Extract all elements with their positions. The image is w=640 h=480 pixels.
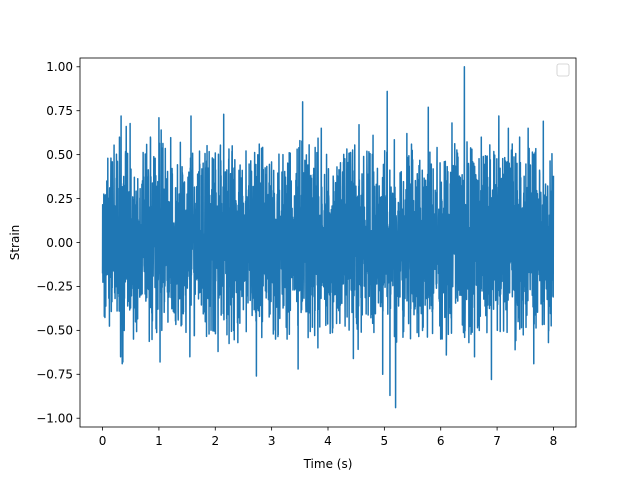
x-axis: 0 1 2 3 4 5 6 7 8 xyxy=(99,427,558,448)
x-tick-label: 5 xyxy=(381,434,389,448)
y-tick-label: −0.50 xyxy=(36,324,73,338)
y-axis-label: Strain xyxy=(8,225,22,261)
x-tick-label: 2 xyxy=(211,434,219,448)
y-tick-label: 0.50 xyxy=(46,148,73,162)
series-layer xyxy=(101,66,555,409)
x-tick-label: 8 xyxy=(550,434,558,448)
x-tick-label: 3 xyxy=(268,434,276,448)
x-tick-label: 6 xyxy=(437,434,445,448)
y-tick-label: 0.75 xyxy=(46,104,73,118)
y-tick-label: −0.25 xyxy=(36,280,73,294)
y-tick-label: 0.00 xyxy=(46,236,73,250)
x-tick-label: 7 xyxy=(493,434,501,448)
x-tick-label: 1 xyxy=(155,434,163,448)
strain-series-line xyxy=(101,66,555,409)
y-tick-label: −0.75 xyxy=(36,368,73,382)
legend-box xyxy=(556,63,570,77)
x-tick-label: 4 xyxy=(324,434,332,448)
x-axis-label: Time (s) xyxy=(303,457,353,471)
x-tick-label: 0 xyxy=(99,434,107,448)
y-tick-label: 1.00 xyxy=(46,60,73,74)
y-tick-label: 0.25 xyxy=(46,192,73,206)
y-axis: −1.00 −0.75 −0.50 −0.25 0.00 0.25 0.50 0.75 1.00 xyxy=(36,60,80,426)
y-tick-label: −1.00 xyxy=(36,412,73,426)
